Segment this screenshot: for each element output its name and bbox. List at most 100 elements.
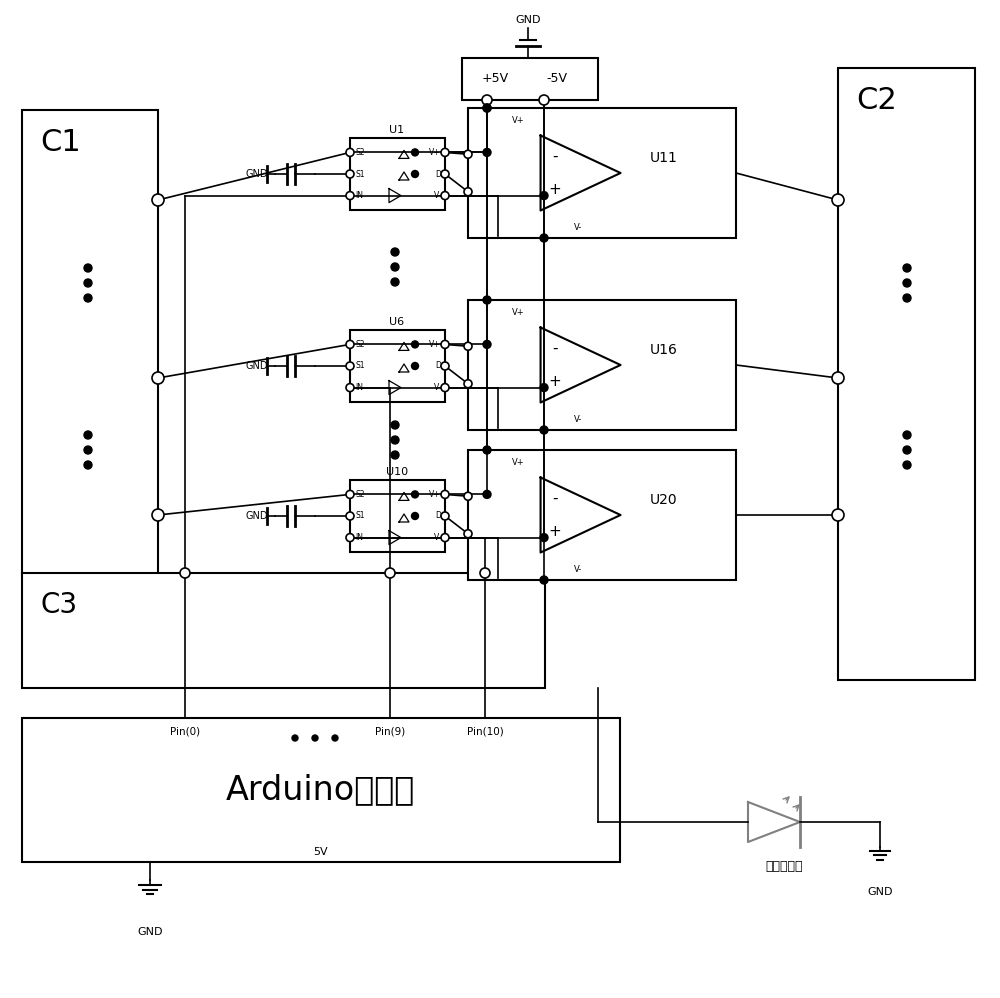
Circle shape bbox=[292, 735, 298, 741]
Text: GND: GND bbox=[246, 361, 268, 371]
Bar bbox=[468, 108, 736, 238]
Text: V+: V+ bbox=[429, 340, 441, 349]
Text: 发光二极管: 发光二极管 bbox=[765, 860, 803, 873]
Circle shape bbox=[832, 509, 844, 521]
Text: IN: IN bbox=[355, 383, 363, 392]
Text: IN: IN bbox=[355, 191, 363, 201]
Circle shape bbox=[391, 421, 399, 429]
Circle shape bbox=[312, 735, 318, 741]
Circle shape bbox=[412, 341, 418, 348]
Text: U6: U6 bbox=[389, 317, 405, 327]
Text: V+: V+ bbox=[512, 308, 524, 317]
Circle shape bbox=[84, 431, 92, 439]
Bar bbox=[468, 300, 736, 430]
Circle shape bbox=[483, 104, 491, 112]
Text: V-: V- bbox=[574, 415, 582, 424]
Circle shape bbox=[346, 383, 354, 391]
Text: -: - bbox=[552, 491, 557, 506]
Bar bbox=[22, 110, 158, 575]
Circle shape bbox=[441, 340, 449, 348]
Circle shape bbox=[483, 340, 491, 348]
Circle shape bbox=[346, 512, 354, 520]
Text: U10: U10 bbox=[386, 467, 408, 477]
Circle shape bbox=[84, 461, 92, 469]
Circle shape bbox=[441, 192, 449, 200]
Text: S1: S1 bbox=[355, 361, 364, 370]
Text: +5V: +5V bbox=[482, 72, 509, 85]
Circle shape bbox=[441, 490, 449, 498]
Circle shape bbox=[464, 380, 472, 388]
Circle shape bbox=[441, 512, 449, 520]
Circle shape bbox=[412, 513, 418, 520]
Text: Arduino控制器: Arduino控制器 bbox=[225, 773, 415, 806]
Text: -: - bbox=[552, 340, 557, 355]
Circle shape bbox=[385, 568, 395, 578]
Circle shape bbox=[441, 383, 449, 391]
Circle shape bbox=[539, 95, 549, 105]
Text: U11: U11 bbox=[650, 151, 678, 165]
Text: GND: GND bbox=[515, 15, 541, 25]
Circle shape bbox=[464, 492, 472, 500]
Circle shape bbox=[464, 530, 472, 538]
Circle shape bbox=[441, 362, 449, 370]
Circle shape bbox=[483, 446, 491, 454]
Circle shape bbox=[540, 383, 548, 391]
Circle shape bbox=[84, 264, 92, 272]
Circle shape bbox=[391, 278, 399, 286]
Text: V+: V+ bbox=[429, 148, 441, 157]
Circle shape bbox=[391, 263, 399, 271]
Text: U16: U16 bbox=[650, 343, 678, 357]
Text: S1: S1 bbox=[355, 512, 364, 521]
Circle shape bbox=[152, 509, 164, 521]
Circle shape bbox=[346, 490, 354, 498]
Circle shape bbox=[412, 171, 418, 178]
Text: S1: S1 bbox=[355, 170, 364, 179]
Circle shape bbox=[346, 170, 354, 178]
Circle shape bbox=[903, 279, 911, 287]
Text: U20: U20 bbox=[650, 493, 677, 507]
Text: V+: V+ bbox=[512, 116, 524, 125]
Text: S2: S2 bbox=[355, 148, 364, 157]
Text: V+: V+ bbox=[429, 490, 441, 499]
Circle shape bbox=[483, 490, 491, 498]
Text: +: + bbox=[548, 374, 561, 389]
Circle shape bbox=[832, 194, 844, 206]
Circle shape bbox=[540, 192, 548, 200]
Text: C2: C2 bbox=[856, 86, 897, 115]
Bar bbox=[350, 330, 445, 402]
Text: V-: V- bbox=[434, 533, 441, 542]
Bar bbox=[350, 138, 445, 210]
Circle shape bbox=[441, 170, 449, 178]
Circle shape bbox=[464, 188, 472, 196]
Circle shape bbox=[540, 234, 548, 242]
Circle shape bbox=[412, 149, 418, 156]
Circle shape bbox=[540, 534, 548, 542]
Text: S2: S2 bbox=[355, 340, 364, 349]
Text: +: + bbox=[548, 524, 561, 539]
Circle shape bbox=[332, 735, 338, 741]
Text: Pin(0): Pin(0) bbox=[170, 727, 200, 737]
Text: IN: IN bbox=[355, 533, 363, 542]
Circle shape bbox=[346, 149, 354, 157]
Circle shape bbox=[464, 342, 472, 350]
Circle shape bbox=[152, 372, 164, 384]
Circle shape bbox=[180, 568, 190, 578]
Bar bbox=[462, 58, 598, 100]
Circle shape bbox=[152, 194, 164, 206]
Text: C1: C1 bbox=[40, 128, 81, 157]
Text: V-: V- bbox=[574, 223, 582, 232]
Circle shape bbox=[483, 296, 491, 304]
Circle shape bbox=[412, 362, 418, 369]
Text: V-: V- bbox=[434, 383, 441, 392]
Circle shape bbox=[903, 294, 911, 302]
Text: GND: GND bbox=[867, 887, 893, 897]
Bar bbox=[838, 68, 975, 680]
Circle shape bbox=[903, 461, 911, 469]
Text: Pin(9): Pin(9) bbox=[375, 727, 405, 737]
Bar bbox=[22, 718, 620, 862]
Circle shape bbox=[464, 151, 472, 159]
Text: GND: GND bbox=[246, 169, 268, 179]
Text: V-: V- bbox=[434, 191, 441, 201]
Circle shape bbox=[480, 568, 490, 578]
Text: D: D bbox=[435, 512, 441, 521]
